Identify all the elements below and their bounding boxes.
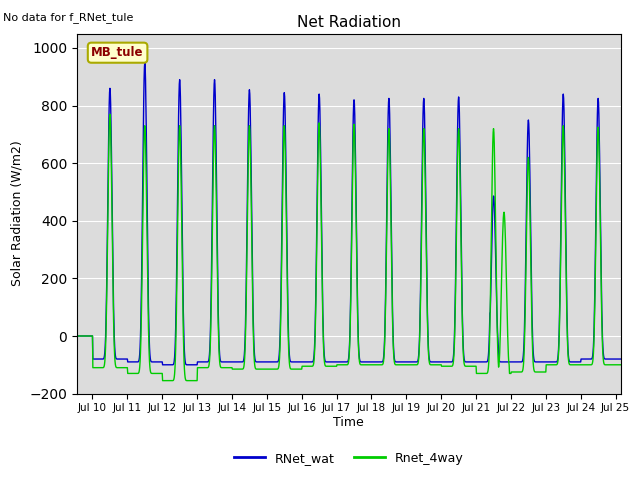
- Rnet_4way: [71, 333, 79, 339]
- RNet_wat: [619, 356, 627, 362]
- X-axis label: Time: Time: [333, 416, 364, 429]
- Rnet_4way: [535, 369, 543, 375]
- RNet_wat: [535, 359, 543, 365]
- Rnet_4way: [106, 111, 114, 117]
- Line: Rnet_4way: Rnet_4way: [75, 114, 623, 381]
- RNet_wat: [71, 333, 79, 339]
- Rnet_4way: [183, 378, 191, 384]
- Rnet_4way: [127, 371, 135, 376]
- Rnet_4way: [280, 127, 288, 132]
- RNet_wat: [179, 231, 186, 237]
- Title: Net Radiation: Net Radiation: [297, 15, 401, 30]
- Text: MB_tule: MB_tule: [92, 46, 144, 59]
- Rnet_4way: [266, 366, 274, 372]
- RNet_wat: [280, 94, 288, 99]
- RNet_wat: [127, 359, 135, 365]
- RNet_wat: [141, 60, 148, 65]
- Rnet_4way: [159, 378, 166, 384]
- Line: RNet_wat: RNet_wat: [75, 62, 623, 365]
- RNet_wat: [183, 362, 191, 368]
- Rnet_4way: [179, 261, 186, 266]
- Text: No data for f_RNet_tule: No data for f_RNet_tule: [3, 12, 134, 23]
- Y-axis label: Solar Radiation (W/m2): Solar Radiation (W/m2): [11, 141, 24, 287]
- RNet_wat: [266, 359, 274, 365]
- Legend: RNet_wat, Rnet_4way: RNet_wat, Rnet_4way: [229, 447, 468, 469]
- Rnet_4way: [619, 362, 627, 368]
- RNet_wat: [159, 362, 166, 368]
